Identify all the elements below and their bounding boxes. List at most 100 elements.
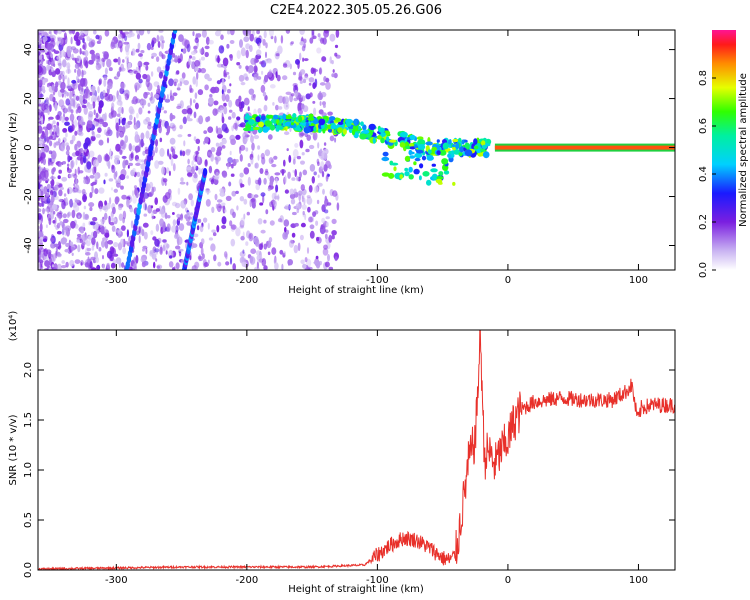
spectrogram-noise-cell [186,181,189,186]
spectrogram-noise-cell [213,86,220,94]
spectrogram-noise-cell [256,49,262,56]
spectrogram-noise-cell [78,35,85,40]
spectrogram-noise-cell [320,223,326,230]
spectrogram-noise-cell [61,265,67,269]
spectrogram-noise-cell [82,194,87,203]
spectrogram-band-cell [272,114,279,120]
snr-line [38,330,675,570]
spectrogram-noise-cell [74,68,77,73]
spectrogram-noise-cell [299,139,304,149]
spectrogram-noise-cell [137,60,143,68]
spectrogram-noise-cell [173,78,179,84]
spectrogram-noise-cell [48,150,53,155]
spectrogram-noise-cell [60,81,66,90]
spectrogram-noise-cell [250,57,256,65]
spectrogram-noise-cell [38,98,42,104]
spectrogram-noise-cell [231,190,237,197]
spectrogram-noise-cell [163,242,169,251]
spectrogram-noise-cell [132,195,137,204]
spectrogram-noise-cell [143,213,148,217]
spectrogram-noise-cell [87,152,90,160]
spectrogram-noise-cell [161,41,164,50]
spectrogram-noise-cell [300,222,306,228]
spectrogram-noise-cell [247,163,251,167]
spectrogram-noise-cell [204,45,210,50]
spectrogram-band-cell [415,149,424,154]
spectrogram-noise-cell [267,251,271,256]
spectrogram-noise-cell [194,37,199,44]
spectrogram-noise-cell [130,220,134,229]
spectrogram-noise-cell [190,212,193,216]
spectrogram-band-cell [461,139,465,145]
spectrogram-noise-cell [229,257,233,265]
spectrogram-noise-cell [189,97,192,107]
spectrogram-noise-cell [193,173,198,179]
spectrogram-noise-cell [299,30,305,35]
spectrogram-noise-cell [91,237,96,246]
spectrogram-noise-cell [79,225,85,234]
spectrogram-noise-cell [208,96,214,105]
spectrogram-noise-cell [308,77,315,83]
spectrogram-noise-cell [326,221,329,228]
spectrogram-band-cell [368,123,376,131]
spectrogram-noise-cell [221,78,225,87]
spectrogram-noise-cell [55,81,59,88]
spectrogram-noise-cell [240,47,246,57]
spectrogram-noise-cell [96,40,101,45]
spectrogram-noise-cell [98,187,105,194]
spectrogram-noise-cell [267,173,270,180]
spectrogram-noise-cell [138,107,143,115]
spectrogram-noise-cell [91,53,96,62]
spectrogram-noise-cell [85,60,89,69]
spectrogram-noise-cell [273,155,278,160]
spectrogram-noise-cell [42,36,48,42]
spectrogram-noise-cell [107,160,111,170]
spectrogram-noise-cell [66,62,71,70]
spectrogram-noise-cell [62,59,67,68]
spectrogram-noise-cell [292,158,296,165]
spectrogram-noise-cell [296,155,301,160]
spectrogram-noise-cell [91,246,95,251]
spectrogram-noise-cell [207,152,211,156]
spectrogram-noise-cell [47,59,52,66]
spectrogram-noise-cell [243,198,248,205]
spectrogram-noise-cell [318,67,322,75]
spectrogram-noise-cell [119,45,123,53]
spectrogram-noise-cell [208,237,213,241]
spectrogram-noise-cell [83,178,87,185]
spectrogram-noise-cell [221,216,227,225]
spectrogram-noise-cell [149,97,153,101]
spectrogram-noise-cell [48,267,52,270]
spectrogram-noise-cell [312,131,318,141]
spectrogram-noise-cell [313,261,320,265]
spectrogram-noise-cell [293,188,297,195]
spectrogram-band-cell [418,175,422,181]
spectrogram-noise-cell [334,256,338,262]
spectrogram-noise-cell [122,117,126,122]
spectrogram-noise-cell [153,93,160,99]
spectrogram-noise-cell [241,261,247,268]
spectrogram-noise-cell [77,106,82,114]
spectrogram-noise-cell [277,194,280,201]
spectrogram-noise-cell [308,82,312,86]
spectrogram-band-cell [359,133,367,140]
spectrogram-noise-cell [311,30,315,36]
spectrogram-noise-cell [106,262,110,269]
spectrogram-noise-cell [199,225,204,233]
spectrogram-noise-cell [263,219,267,224]
spectrogram-noise-cell [88,202,95,208]
spectrogram-noise-cell [51,264,55,268]
spectrogram-noise-cell [143,192,150,199]
spectrogram-noise-cell [247,65,254,74]
spectrogram-noise-cell [82,44,85,50]
spectrogram-noise-cell [64,106,67,115]
spectrogram-noise-cell [229,54,233,59]
spectrogram-noise-cell [331,218,337,225]
spectrogram-noise-cell [52,253,56,262]
spectrogram-noise-cell [277,95,284,104]
spectrogram-noise-cell [120,168,127,177]
spectrogram-noise-cell [275,177,278,184]
spectrogram-noise-cell [46,210,49,215]
spectrogram-noise-cell [92,166,96,176]
